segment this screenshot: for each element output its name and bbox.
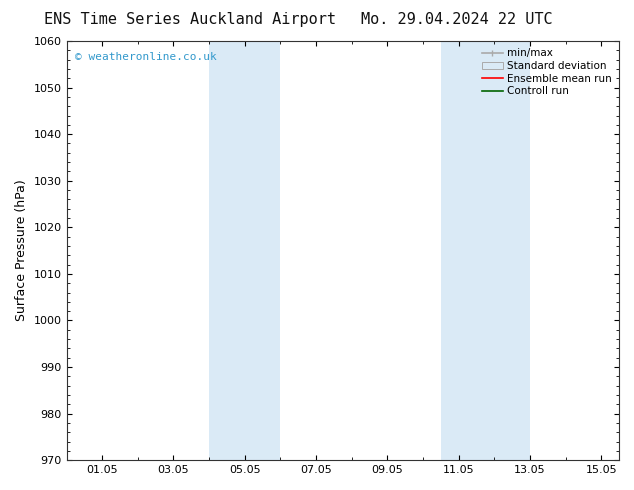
Bar xyxy=(441,41,530,460)
Bar xyxy=(209,41,280,460)
Text: © weatheronline.co.uk: © weatheronline.co.uk xyxy=(75,51,217,62)
Text: ENS Time Series Auckland Airport: ENS Time Series Auckland Airport xyxy=(44,12,336,27)
Y-axis label: Surface Pressure (hPa): Surface Pressure (hPa) xyxy=(15,180,28,321)
Text: Mo. 29.04.2024 22 UTC: Mo. 29.04.2024 22 UTC xyxy=(361,12,552,27)
Legend: min/max, Standard deviation, Ensemble mean run, Controll run: min/max, Standard deviation, Ensemble me… xyxy=(480,46,614,98)
